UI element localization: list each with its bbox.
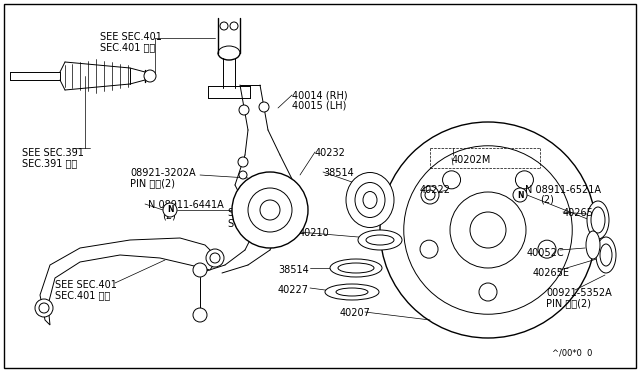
Ellipse shape [325, 284, 379, 300]
Ellipse shape [338, 263, 374, 273]
Ellipse shape [355, 183, 385, 218]
Circle shape [470, 212, 506, 248]
Circle shape [193, 308, 207, 322]
Circle shape [260, 200, 280, 220]
Text: 40015 (LH): 40015 (LH) [292, 100, 346, 110]
Circle shape [421, 186, 439, 204]
Circle shape [144, 70, 156, 82]
Circle shape [163, 203, 177, 217]
Text: 40232: 40232 [315, 148, 346, 158]
Text: SEE SEC.440: SEE SEC.440 [228, 208, 290, 218]
Text: 40202M: 40202M [452, 155, 492, 165]
Circle shape [210, 253, 220, 263]
Text: PIN ピン(2): PIN ピン(2) [546, 298, 591, 308]
Text: 08921-3202A: 08921-3202A [130, 168, 196, 178]
Text: N: N [516, 190, 524, 199]
Circle shape [425, 190, 435, 200]
Text: 40222: 40222 [420, 185, 451, 195]
Circle shape [230, 22, 238, 30]
Text: 40210: 40210 [299, 228, 330, 238]
Text: (2): (2) [162, 210, 176, 220]
Circle shape [206, 249, 224, 267]
Text: N 08911-6441A: N 08911-6441A [148, 200, 224, 210]
Circle shape [220, 22, 228, 30]
Ellipse shape [600, 244, 612, 266]
Circle shape [239, 105, 249, 115]
Ellipse shape [358, 230, 402, 250]
Text: 38514: 38514 [278, 265, 308, 275]
Circle shape [450, 192, 526, 268]
Circle shape [240, 185, 246, 191]
Ellipse shape [363, 192, 377, 208]
Circle shape [35, 299, 53, 317]
Ellipse shape [336, 288, 368, 296]
Circle shape [513, 188, 527, 202]
Ellipse shape [587, 201, 609, 239]
Circle shape [442, 171, 461, 189]
Circle shape [479, 283, 497, 301]
Text: 38514: 38514 [323, 168, 354, 178]
Circle shape [380, 122, 596, 338]
Circle shape [193, 263, 207, 277]
Text: 40265: 40265 [563, 208, 594, 218]
Circle shape [515, 171, 534, 189]
Circle shape [404, 146, 572, 314]
Ellipse shape [346, 173, 394, 228]
Text: 40265E: 40265E [533, 268, 570, 278]
Text: SEC.401 参照: SEC.401 参照 [55, 290, 110, 300]
Text: N 08911-6521A: N 08911-6521A [525, 185, 601, 195]
Text: ^/00*0  0: ^/00*0 0 [552, 348, 593, 357]
Circle shape [259, 102, 269, 112]
Ellipse shape [586, 231, 600, 259]
Text: 00921-5352A: 00921-5352A [546, 288, 612, 298]
Circle shape [248, 188, 292, 232]
Text: 40014 (RH): 40014 (RH) [292, 90, 348, 100]
Ellipse shape [591, 207, 605, 233]
Text: PIN ピン(2): PIN ピン(2) [130, 178, 175, 188]
Ellipse shape [596, 237, 616, 273]
Circle shape [420, 240, 438, 258]
Text: 40227: 40227 [278, 285, 309, 295]
Circle shape [239, 171, 247, 179]
Text: SEC.401 参照: SEC.401 参照 [100, 42, 156, 52]
Text: N: N [167, 205, 173, 215]
Text: 40052C: 40052C [527, 248, 564, 258]
Text: SEE SEC.401: SEE SEC.401 [55, 280, 117, 290]
Text: SEC.391 参照: SEC.391 参照 [22, 158, 77, 168]
Circle shape [238, 157, 248, 167]
Circle shape [538, 240, 556, 258]
Text: SEE SEC.391: SEE SEC.391 [22, 148, 84, 158]
Ellipse shape [330, 259, 382, 277]
Polygon shape [40, 238, 218, 325]
Text: (2): (2) [540, 195, 554, 205]
Text: 40207: 40207 [340, 308, 371, 318]
Text: SEC.440 参照: SEC.440 参照 [228, 218, 284, 228]
Text: SEE SEC.401: SEE SEC.401 [100, 32, 162, 42]
Circle shape [232, 172, 308, 248]
Ellipse shape [366, 235, 394, 245]
Circle shape [39, 303, 49, 313]
